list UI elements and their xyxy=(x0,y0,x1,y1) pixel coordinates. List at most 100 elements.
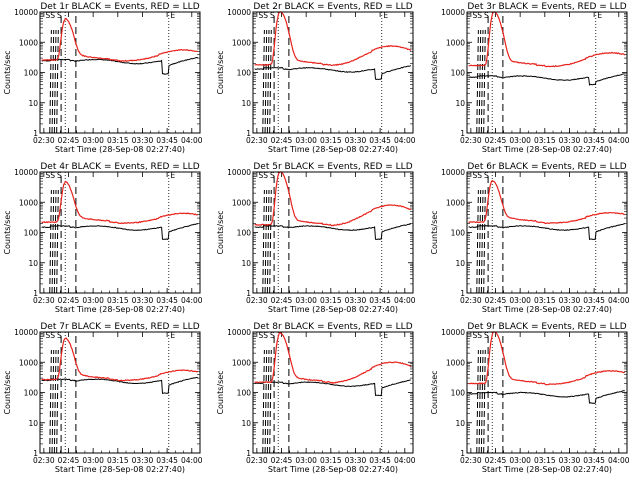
x-tick-label: 03:15 xyxy=(320,456,342,465)
events-series-line xyxy=(254,223,412,240)
flag-label: SS xyxy=(45,331,55,340)
x-tick-label: 03:30 xyxy=(559,456,581,465)
dashed-marker xyxy=(269,349,272,454)
lld-series-line xyxy=(41,180,198,225)
x-tick-label: 03:00 xyxy=(82,136,104,145)
x-tick-label: 03:00 xyxy=(295,136,317,145)
y-tick-label: 10 xyxy=(241,259,251,268)
dashed-marker xyxy=(53,29,57,134)
x-tick-label: 03:45 xyxy=(583,456,605,465)
y-tick-label: 1000 xyxy=(446,38,465,47)
flag-label: SS xyxy=(45,171,55,180)
plot-frame xyxy=(39,331,201,454)
flag-label: SS xyxy=(258,331,268,340)
panel-title: Det 9r BLACK = Events, RED = LLD xyxy=(467,322,626,332)
x-tick-label: 03:00 xyxy=(295,456,317,465)
y-tick-label: 1 xyxy=(33,289,38,298)
y-tick-label: 10 xyxy=(455,99,465,108)
y-tick-label: 10 xyxy=(455,259,465,268)
flag-label: E xyxy=(383,171,388,180)
y-axis-label: Counts/sec xyxy=(216,50,225,94)
x-tick-label: 02:45 xyxy=(58,296,80,305)
panel-4: Det 4r BLACK = Events, RED = LLD 1 10 100 10… xyxy=(3,162,203,314)
panel-title: Det 8r BLACK = Events, RED = LLD xyxy=(253,322,412,332)
x-tick-label: 03:45 xyxy=(583,136,605,145)
dashed-marker xyxy=(56,189,59,294)
x-tick-label: 03:30 xyxy=(132,456,154,465)
x-tick-label: 02:45 xyxy=(271,456,293,465)
x-tick-label: 03:15 xyxy=(534,136,556,145)
y-tick-label: 10000 xyxy=(441,8,465,17)
dashed-marker xyxy=(483,349,486,454)
dashed-marker xyxy=(49,349,52,454)
y-tick-label: 100 xyxy=(451,389,466,398)
y-tick-label: 10000 xyxy=(14,328,38,337)
y-tick-label: 10000 xyxy=(227,328,251,337)
lld-series-line xyxy=(41,17,198,63)
flag-label: E xyxy=(170,331,175,340)
dashed-marker xyxy=(478,349,482,454)
y-axis-label: Counts/sec xyxy=(430,370,439,414)
y-tick-label: 10000 xyxy=(227,168,251,177)
x-tick-label: 02:30 xyxy=(460,456,482,465)
y-tick-label: 10 xyxy=(241,419,251,428)
events-series-line xyxy=(41,376,198,395)
y-axis-label: Counts/sec xyxy=(216,370,225,414)
x-tick-label: 03:30 xyxy=(132,136,154,145)
flag-label: S xyxy=(270,171,275,180)
dashed-marker xyxy=(264,29,268,134)
x-tick-label: 02:45 xyxy=(271,296,293,305)
y-tick-label: 1 xyxy=(246,289,251,298)
dashed-marker xyxy=(478,189,482,294)
x-tick-label: 04:00 xyxy=(181,456,203,465)
y-tick-label: 10 xyxy=(455,419,465,428)
flag-label: S xyxy=(484,171,489,180)
x-tick-label: 02:45 xyxy=(485,296,507,305)
panel-9: Det 9r BLACK = Events, RED = LLD 1 10 100 10… xyxy=(430,322,630,474)
dashed-marker xyxy=(269,29,272,134)
flag-label: E xyxy=(170,171,175,180)
dashed-marker xyxy=(49,29,52,134)
dashed-marker xyxy=(262,349,265,454)
x-tick-label: 02:30 xyxy=(460,136,482,145)
y-tick-label: 10000 xyxy=(14,8,38,17)
panel-title: Det 1r BLACK = Events, RED = LLD xyxy=(40,2,199,12)
y-axis-label: Counts/sec xyxy=(3,370,12,414)
flag-label: E xyxy=(383,331,388,340)
y-axis-label: Counts/sec xyxy=(430,50,439,94)
flag-label: S xyxy=(270,11,275,20)
panel-title: Det 5r BLACK = Events, RED = LLD xyxy=(253,162,412,172)
flag-label: SS xyxy=(258,171,268,180)
dashed-marker xyxy=(483,29,486,134)
panel-8: Det 8r BLACK = Events, RED = LLD 1 10 100 10… xyxy=(216,322,416,474)
x-tick-label: 02:30 xyxy=(33,136,55,145)
y-tick-label: 100 xyxy=(451,229,466,238)
flag-label: SS xyxy=(472,171,482,180)
x-axis-label: Start Time (28-Sep-08 02:27:40) xyxy=(482,465,612,474)
x-tick-label: 03:00 xyxy=(82,456,104,465)
x-tick-label: 03:45 xyxy=(156,456,178,465)
dashed-marker xyxy=(264,189,268,294)
flag-label: S xyxy=(57,11,62,20)
x-tick-label: 03:15 xyxy=(534,296,556,305)
plot-frame xyxy=(39,11,201,134)
x-tick-label: 02:45 xyxy=(58,456,80,465)
y-tick-label: 1000 xyxy=(232,358,251,367)
y-tick-label: 100 xyxy=(24,389,39,398)
x-tick-label: 04:00 xyxy=(394,456,416,465)
dashed-marker xyxy=(262,189,265,294)
panel-1: Det 1r BLACK = Events, RED = LLD 1 10 100 10… xyxy=(3,2,203,154)
dashed-marker xyxy=(480,189,484,294)
y-tick-label: 1000 xyxy=(446,198,465,207)
plot-frame xyxy=(466,331,628,454)
y-tick-label: 100 xyxy=(237,69,252,78)
dashed-marker xyxy=(483,189,486,294)
panel-5: Det 5r BLACK = Events, RED = LLD 1 10 100 10… xyxy=(216,162,416,314)
dashed-marker xyxy=(476,349,479,454)
x-tick-label: 03:00 xyxy=(82,296,104,305)
dashed-marker xyxy=(262,29,265,134)
y-tick-label: 10 xyxy=(28,99,38,108)
y-tick-label: 10000 xyxy=(227,8,251,17)
flag-label: E xyxy=(597,331,602,340)
flag-label: E xyxy=(597,11,602,20)
